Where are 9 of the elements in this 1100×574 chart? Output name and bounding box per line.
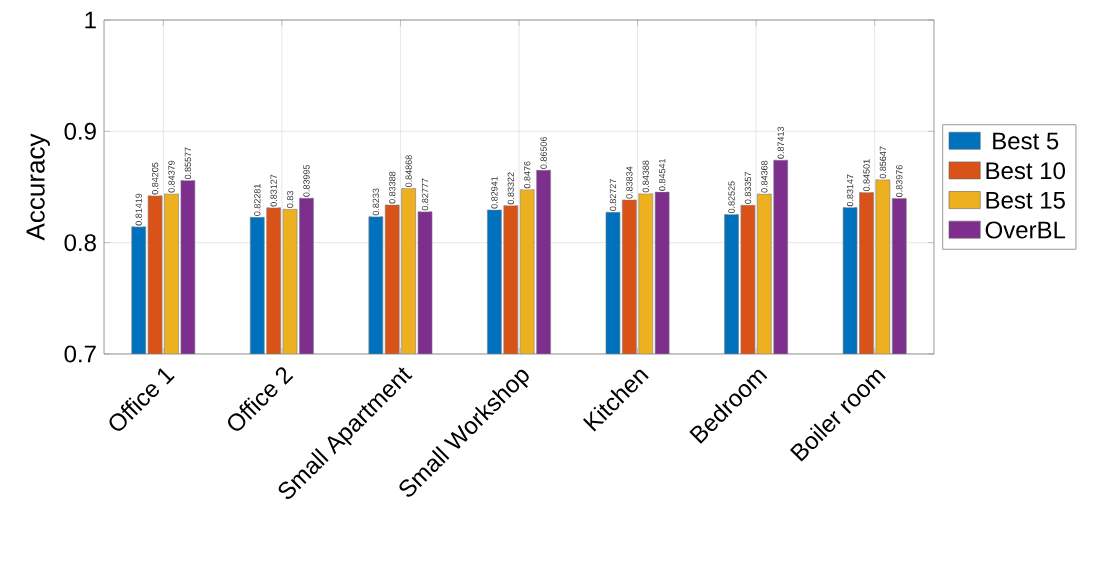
y-tick-label: 1 <box>85 11 96 29</box>
legend-label: OverBL <box>985 221 1066 239</box>
legend-label: Best 5 <box>993 132 1059 150</box>
y-tick-label: 0.8 <box>64 234 96 252</box>
y-tick-label: 0.7 <box>64 345 96 363</box>
legend-label: Best 15 <box>986 192 1065 209</box>
y-tick-label: 0.9 <box>64 122 96 140</box>
legend-label: Best 10 <box>986 162 1065 180</box>
y-axis-title: Accuracy <box>26 133 50 241</box>
